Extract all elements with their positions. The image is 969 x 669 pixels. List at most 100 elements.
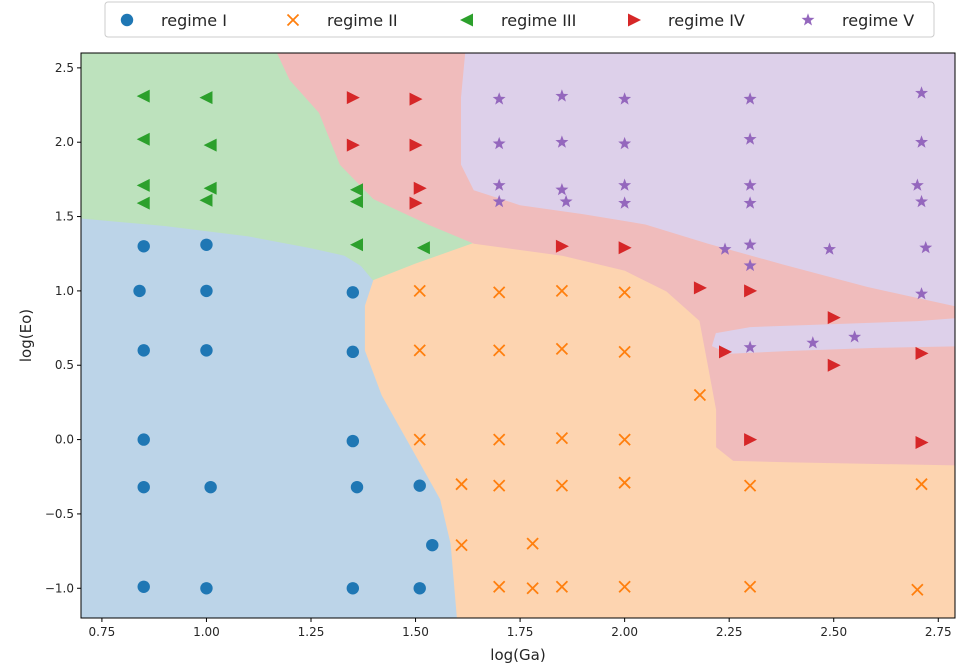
regime-ii-point (555, 580, 569, 593)
regime-iv-point (413, 181, 427, 195)
regime-iv-point (346, 138, 360, 152)
regime-iv-point (915, 346, 929, 360)
regime-v-point (492, 178, 506, 191)
data-points (133, 86, 933, 596)
regime-ii-point (915, 478, 928, 491)
x-tick-label: 2.75 (925, 625, 952, 639)
regime-ii-point (526, 537, 539, 550)
legend-label-regime-v: regime V (842, 11, 914, 30)
regime-ii-point (693, 388, 707, 402)
regime-ii-point (555, 431, 569, 445)
regime-ii-point (555, 479, 569, 492)
regime-iv-point (409, 196, 423, 210)
regime-v-point (555, 89, 569, 102)
regime-ii-point (743, 580, 757, 593)
regime-v-point (743, 258, 757, 272)
legend-marker-regime-iv (628, 13, 641, 27)
legend: regime I regime II regime III regime IV regi… (104, 1, 935, 38)
x-tick-label: 2.00 (611, 625, 638, 639)
regime-ii-point (455, 539, 468, 552)
y-tick-label: −0.5 (45, 507, 74, 521)
regime-i-point (137, 240, 150, 253)
regime-i-point (413, 582, 426, 595)
regime-iv-point (346, 91, 360, 105)
regime-i-point (200, 238, 213, 252)
legend-label-regime-ii: regime II (327, 11, 398, 30)
legend-marker-regime-ii (286, 13, 300, 27)
regime-ii-point (618, 476, 631, 489)
regime-v-point (848, 330, 862, 343)
regime-i-point (204, 480, 217, 494)
regime-iv-point (744, 433, 758, 447)
regime-i-point (133, 284, 146, 298)
regime-ii-point (618, 286, 631, 299)
regime-iv-point (744, 284, 758, 298)
regime-iii-point (136, 178, 150, 192)
regime-i-point (346, 582, 360, 595)
legend-label-regime-iv: regime IV (668, 11, 745, 30)
x-tick-label: 1.00 (193, 625, 220, 639)
y-tick-label: 0.0 (55, 433, 74, 447)
regime-iv-point (409, 138, 423, 152)
legend-label-regime-i: regime I (161, 11, 227, 30)
regime-i-point (346, 286, 360, 299)
x-axis-label: log(Ga) (490, 646, 545, 664)
regime-iv-point (719, 345, 732, 359)
region-regime-v-4 (461, 53, 955, 307)
regime-iv-point (409, 92, 423, 106)
x-tick-label: 1.50 (402, 625, 429, 639)
regime-ii-point (555, 342, 569, 356)
plot-frame (80, 52, 956, 619)
regime-iv-point (693, 281, 707, 295)
regime-v-point (915, 287, 928, 300)
regime-v-point (492, 194, 506, 208)
legend-label-regime-iii: regime III (501, 11, 576, 30)
regime-v-point (555, 183, 569, 196)
decision-regions (81, 53, 955, 618)
regime-iv-point (618, 241, 632, 255)
regime-ii-point (618, 433, 631, 446)
x-axis-ticks: 0.75 1.00 1.25 1.50 1.75 2.00 2.25 2.50 2.75 (89, 618, 952, 639)
regime-iii-point (136, 132, 150, 146)
regime-v-point (743, 196, 757, 209)
x-tick-label: 1.75 (507, 625, 534, 639)
regime-i-point (346, 434, 360, 448)
regime-i-point (137, 433, 150, 446)
regime-ii-point (618, 580, 631, 593)
y-tick-label: 1.0 (55, 284, 74, 298)
regime-i-point (200, 284, 213, 298)
regime-iii-point (350, 238, 363, 252)
regime-iii-point (203, 181, 217, 195)
regime-ii-point (493, 344, 506, 357)
regime-ii-point (911, 583, 924, 596)
regime-iii-point (203, 138, 217, 152)
regime-iv-point (827, 358, 841, 372)
regime-iv-point (827, 311, 841, 325)
regime-iv-point (915, 436, 929, 450)
regime-ii-point (413, 284, 426, 298)
y-tick-label: −1.0 (45, 581, 74, 595)
regime-ii-point (493, 580, 506, 593)
regime-iv-point (555, 239, 569, 253)
regime-v-point (910, 178, 924, 191)
legend-marker-regime-v (801, 13, 815, 26)
regime-v-point (492, 92, 506, 105)
regime-ii-point (413, 433, 426, 446)
regime-ii-point (493, 433, 506, 446)
x-tick-label: 0.75 (89, 625, 116, 639)
y-axis-label: log(Eo) (17, 309, 35, 362)
regime-v-point (492, 136, 506, 150)
regime-iii-point (350, 195, 363, 209)
regime-iii-point (136, 196, 150, 210)
regime-ii-point (493, 479, 506, 492)
regime-i-point (413, 479, 426, 492)
regime-i-point (137, 344, 150, 357)
regime-i-point (200, 344, 213, 357)
regime-i-point (200, 582, 213, 595)
regime-v-point (743, 178, 757, 191)
regime-iii-point (416, 241, 430, 255)
regime-v-point (618, 196, 632, 209)
regime-v-point (915, 194, 928, 208)
regime-ii-point (618, 345, 631, 358)
